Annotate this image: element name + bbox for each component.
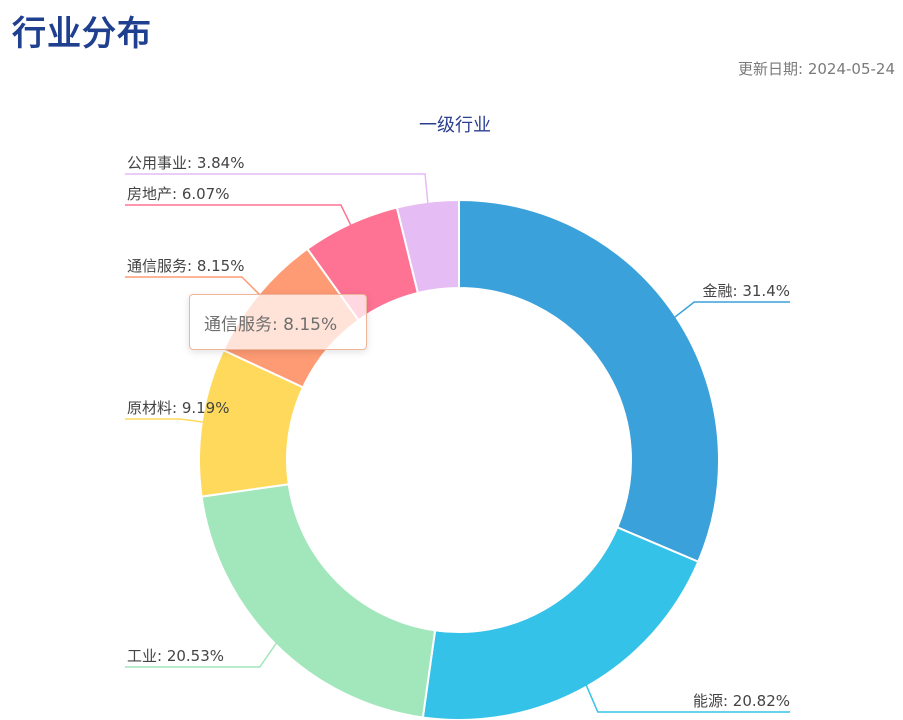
chart-title: 一级行业 [419,115,491,136]
leader-line-通信服务 [125,276,261,296]
slice-公用事业[interactable] [395,198,460,295]
chart-tooltip: 通信服务: 8.15% [189,294,367,350]
update-date: 更新日期: 2024-05-24 [738,60,895,78]
slice-label-工业: 工业: 20.53% [127,647,224,665]
leader-line-工业 [125,642,278,668]
page-title: 行业分布 [12,14,152,54]
leader-line-金融 [673,301,790,319]
slice-工业[interactable] [200,483,437,719]
slice-labels: 金融: 31.4% 能源: 20.82% 工业: 20.53% 原材料: 9.19% 通… [127,154,790,710]
leader-line-房地产 [125,204,352,227]
slice-label-通信服务: 通信服务: 8.15% [127,257,244,275]
slice-label-公用事业: 公用事业: 3.84% [127,154,244,172]
leader-line-能源 [585,684,790,713]
slice-label-房地产: 房地产: 6.07% [127,185,229,203]
donut-slices[interactable] [198,198,720,720]
slice-能源[interactable] [421,526,700,720]
slice-label-原材料: 原材料: 9.19% [127,399,229,417]
leader-line-原材料 [125,418,204,423]
slice-金融[interactable] [458,198,720,564]
label-leaders [125,173,790,713]
slice-label-能源: 能源: 20.82% [693,692,790,710]
slice-label-金融: 金融: 31.4% [703,282,790,300]
leader-line-公用事业 [125,173,429,204]
